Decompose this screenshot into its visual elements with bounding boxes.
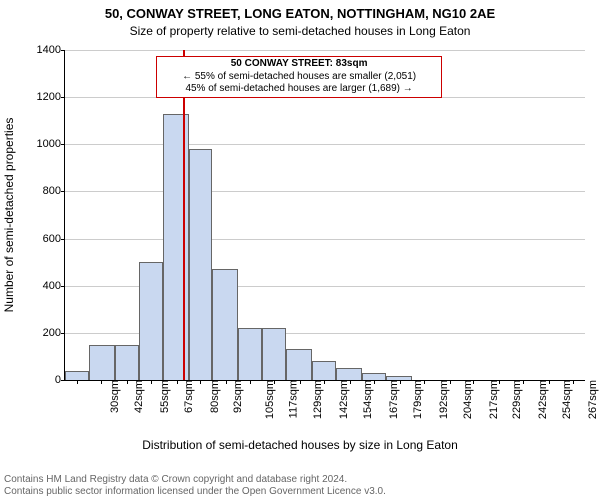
histogram-bar (163, 114, 189, 380)
xtick-mark (300, 380, 301, 384)
xtick-mark (549, 380, 550, 384)
xtick-label: 67sqm (181, 380, 195, 413)
histogram-bar (65, 371, 89, 380)
gridline (65, 239, 585, 240)
xtick-label: 192sqm (436, 380, 450, 419)
footer-line: Contains HM Land Registry data © Crown c… (4, 474, 386, 486)
ytick-label: 1200 (37, 91, 65, 103)
info-box-row: 50 CONWAY STREET: 83sqm (159, 58, 439, 71)
x-axis-label: Distribution of semi-detached houses by … (0, 438, 600, 452)
xtick-label: 217sqm (486, 380, 500, 419)
xtick-mark (177, 380, 178, 384)
xtick-label: 55sqm (157, 380, 171, 413)
xtick-mark (127, 380, 128, 384)
xtick-label: 267sqm (585, 380, 599, 419)
xtick-mark (250, 380, 251, 384)
footer-attribution: Contains HM Land Registry data © Crown c… (4, 474, 386, 498)
xtick-mark (400, 380, 401, 384)
histogram-bar (139, 262, 163, 380)
xtick-label: 129sqm (310, 380, 324, 419)
xtick-label: 229sqm (510, 380, 524, 419)
histogram-bar (336, 368, 362, 380)
xtick-mark (226, 380, 227, 384)
xtick-mark (450, 380, 451, 384)
xtick-label: 254sqm (559, 380, 573, 419)
y-axis-label: Number of semi-detached properties (2, 118, 16, 313)
xtick-label: 167sqm (386, 380, 400, 419)
histogram-bar (286, 349, 312, 380)
ytick-label: 400 (43, 280, 65, 292)
xtick-label: 154sqm (360, 380, 374, 419)
ytick-label: 800 (43, 185, 65, 197)
xtick-mark (374, 380, 375, 384)
chart-subtitle: Size of property relative to semi-detach… (0, 24, 600, 38)
xtick-mark (473, 380, 474, 384)
ytick-label: 1400 (37, 44, 65, 56)
xtick-label: 92sqm (231, 380, 245, 413)
ytick-label: 200 (43, 327, 65, 339)
property-marker-line (183, 50, 185, 380)
histogram-bar (312, 361, 336, 380)
xtick-mark (499, 380, 500, 384)
xtick-label: 30sqm (107, 380, 121, 413)
xtick-mark (573, 380, 574, 384)
plot-area: 020040060080010001200140030sqm42sqm55sqm… (64, 50, 585, 381)
info-box-row: 45% of semi-detached houses are larger (… (159, 83, 439, 96)
info-box-row: ← 55% of semi-detached houses are smalle… (159, 71, 439, 84)
xtick-mark (101, 380, 102, 384)
chart-title: 50, CONWAY STREET, LONG EATON, NOTTINGHA… (0, 6, 600, 21)
xtick-mark (151, 380, 152, 384)
xtick-label: 179sqm (410, 380, 424, 419)
xtick-label: 42sqm (131, 380, 145, 413)
histogram-bar (362, 373, 386, 380)
ytick-label: 600 (43, 233, 65, 245)
xtick-mark (324, 380, 325, 384)
gridline (65, 191, 585, 192)
xtick-mark (200, 380, 201, 384)
xtick-mark (77, 380, 78, 384)
ytick-label: 1000 (37, 138, 65, 150)
xtick-label: 80sqm (207, 380, 221, 413)
gridline (65, 144, 585, 145)
footer-line: Contains public sector information licen… (4, 486, 386, 498)
xtick-label: 204sqm (460, 380, 474, 419)
xtick-label: 117sqm (286, 380, 300, 418)
property-info-box: 50 CONWAY STREET: 83sqm← 55% of semi-det… (156, 56, 442, 98)
histogram-bar (212, 269, 238, 380)
histogram-bar (238, 328, 262, 380)
gridline (65, 50, 585, 51)
xtick-mark (523, 380, 524, 384)
xtick-mark (274, 380, 275, 384)
xtick-mark (424, 380, 425, 384)
histogram-bar (115, 345, 139, 380)
xtick-mark (350, 380, 351, 384)
xtick-label: 242sqm (535, 380, 549, 419)
xtick-label: 142sqm (336, 380, 350, 419)
xtick-label: 105sqm (263, 380, 277, 419)
histogram-bar (262, 328, 286, 380)
ytick-label: 0 (55, 374, 65, 386)
histogram-bar (189, 149, 213, 380)
histogram-bar (89, 345, 115, 380)
chart-container: 50, CONWAY STREET, LONG EATON, NOTTINGHA… (0, 0, 600, 500)
